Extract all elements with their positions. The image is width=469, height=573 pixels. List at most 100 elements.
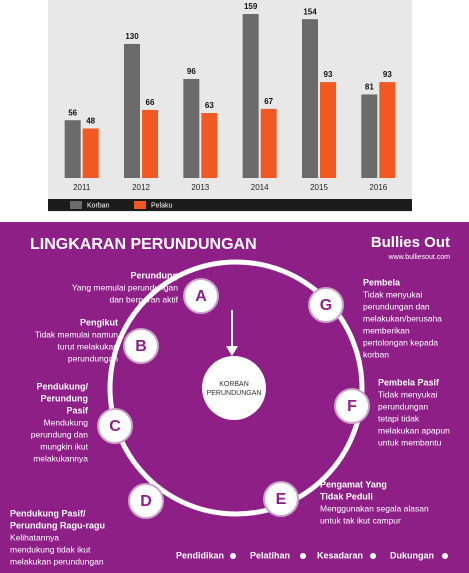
data-label: 48 bbox=[86, 117, 95, 126]
node-title: Pembela Pasif bbox=[378, 377, 440, 387]
node-letter: E bbox=[276, 491, 287, 508]
node-description: melakukan/berusaha bbox=[363, 313, 442, 323]
node-circle bbox=[183, 278, 219, 314]
bar bbox=[379, 82, 396, 178]
node-description: perundung dan bbox=[31, 429, 88, 439]
node-title: Pengamat Yang bbox=[320, 479, 387, 489]
node-letter: B bbox=[135, 338, 147, 355]
legend-label: Korban bbox=[87, 202, 110, 209]
bar bbox=[302, 19, 318, 179]
node-title: Tidak Peduli bbox=[320, 491, 373, 501]
node-circle bbox=[334, 388, 370, 424]
footer-item: Dukungan bbox=[390, 550, 434, 560]
node-description: korban bbox=[363, 349, 389, 359]
node-description: mungkin ikut bbox=[40, 441, 88, 451]
node-description: Menggunakan segala alasan bbox=[320, 503, 429, 513]
bar bbox=[320, 82, 336, 178]
node-letter: G bbox=[320, 297, 332, 314]
node-description: Mendukung bbox=[44, 417, 89, 427]
footer-item: Pendidikan bbox=[176, 550, 224, 560]
node-description: Kelihatannya bbox=[10, 532, 59, 542]
x-tick-label: 2015 bbox=[310, 183, 328, 192]
node-description: mendukung tidak ikut bbox=[10, 544, 91, 554]
footer-item: Pelatihan bbox=[250, 550, 290, 560]
node-circle bbox=[308, 287, 344, 323]
footer-bullet bbox=[230, 553, 236, 559]
node-description: melakukan apapun bbox=[378, 425, 450, 435]
node-title: Pendukung Pasif/ bbox=[10, 508, 86, 518]
node-description: melakukan perundungan bbox=[10, 556, 104, 566]
node-circle bbox=[128, 483, 164, 519]
node-description: turut melakukan bbox=[58, 341, 119, 351]
data-label: 93 bbox=[324, 70, 333, 79]
node-letter: D bbox=[140, 493, 152, 510]
bar bbox=[82, 128, 99, 178]
x-tick-label: 2016 bbox=[369, 183, 387, 192]
node-letter: F bbox=[347, 398, 357, 415]
footer-bullet bbox=[442, 553, 448, 559]
node-circle bbox=[123, 328, 159, 364]
data-label: 130 bbox=[125, 32, 139, 41]
center-label: KORBAN bbox=[219, 381, 249, 388]
data-label: 63 bbox=[205, 101, 214, 110]
data-label: 56 bbox=[68, 108, 77, 117]
node-description: pertolongan kepada bbox=[363, 337, 438, 347]
node-title: Perundung Ragu-ragu bbox=[10, 520, 105, 530]
node-circle bbox=[97, 408, 133, 444]
footer-bullet bbox=[370, 553, 376, 559]
chart-background bbox=[48, 0, 412, 212]
node-description: Tidak memulai namun bbox=[35, 329, 119, 339]
node-title: Perundung bbox=[41, 393, 89, 403]
footer-bullet bbox=[300, 553, 306, 559]
node-description: Yang memulai perundungan bbox=[72, 282, 178, 292]
x-tick-label: 2013 bbox=[191, 183, 209, 192]
data-label: 93 bbox=[383, 70, 392, 79]
node-title: Perundung bbox=[131, 270, 179, 280]
node-description: memberikan bbox=[363, 325, 410, 335]
center-label: PERUNDUNGAN bbox=[207, 390, 262, 397]
bar bbox=[260, 108, 277, 178]
legend-swatch bbox=[70, 201, 82, 209]
node-description: untuk membantu bbox=[378, 437, 442, 447]
x-tick-label: 2014 bbox=[251, 183, 269, 192]
legend-swatch bbox=[134, 201, 146, 209]
node-circle bbox=[263, 481, 299, 517]
bar bbox=[183, 78, 200, 178]
node-description: tetapi tidak bbox=[378, 413, 420, 423]
bar bbox=[64, 120, 81, 178]
footer-item: Kesadaran bbox=[317, 550, 363, 560]
node-description: dan berperan aktif bbox=[109, 294, 178, 304]
node-description: Tidak menyukai bbox=[378, 389, 437, 399]
node-description: untuk tak ikut campur bbox=[320, 515, 401, 525]
bar bbox=[242, 14, 259, 178]
node-title: Pasif bbox=[66, 405, 89, 415]
node-description: perundungan dan bbox=[363, 301, 430, 311]
center-circle bbox=[202, 356, 266, 420]
data-label: 159 bbox=[244, 2, 258, 11]
node-letter: A bbox=[195, 288, 207, 305]
data-label: 66 bbox=[146, 98, 155, 107]
bar bbox=[124, 43, 140, 178]
data-label: 154 bbox=[303, 7, 317, 16]
logo-url: www.bulliesout.com bbox=[388, 254, 451, 261]
node-title: Pengikut bbox=[80, 317, 118, 327]
legend-label: Pelaku bbox=[151, 202, 173, 209]
node-title: Pembela bbox=[363, 277, 401, 287]
node-title: Pendukung/ bbox=[37, 381, 89, 391]
x-tick-label: 2011 bbox=[73, 183, 91, 192]
data-label: 81 bbox=[365, 83, 374, 92]
bar bbox=[361, 94, 378, 178]
node-description: perundungan bbox=[378, 401, 428, 411]
diagram-title: LINGKARAN PERUNDUNGAN bbox=[30, 236, 257, 253]
x-tick-label: 2012 bbox=[132, 183, 150, 192]
cycle-ring bbox=[107, 259, 365, 517]
arrow-head bbox=[226, 346, 238, 356]
node-description: perundungan bbox=[68, 353, 118, 363]
logo-name: Bullies Out bbox=[371, 234, 450, 251]
data-label: 67 bbox=[264, 97, 273, 106]
data-label: 96 bbox=[187, 67, 196, 76]
node-letter: C bbox=[109, 418, 121, 435]
bar bbox=[142, 109, 158, 178]
node-description: melakukannya bbox=[33, 453, 88, 463]
